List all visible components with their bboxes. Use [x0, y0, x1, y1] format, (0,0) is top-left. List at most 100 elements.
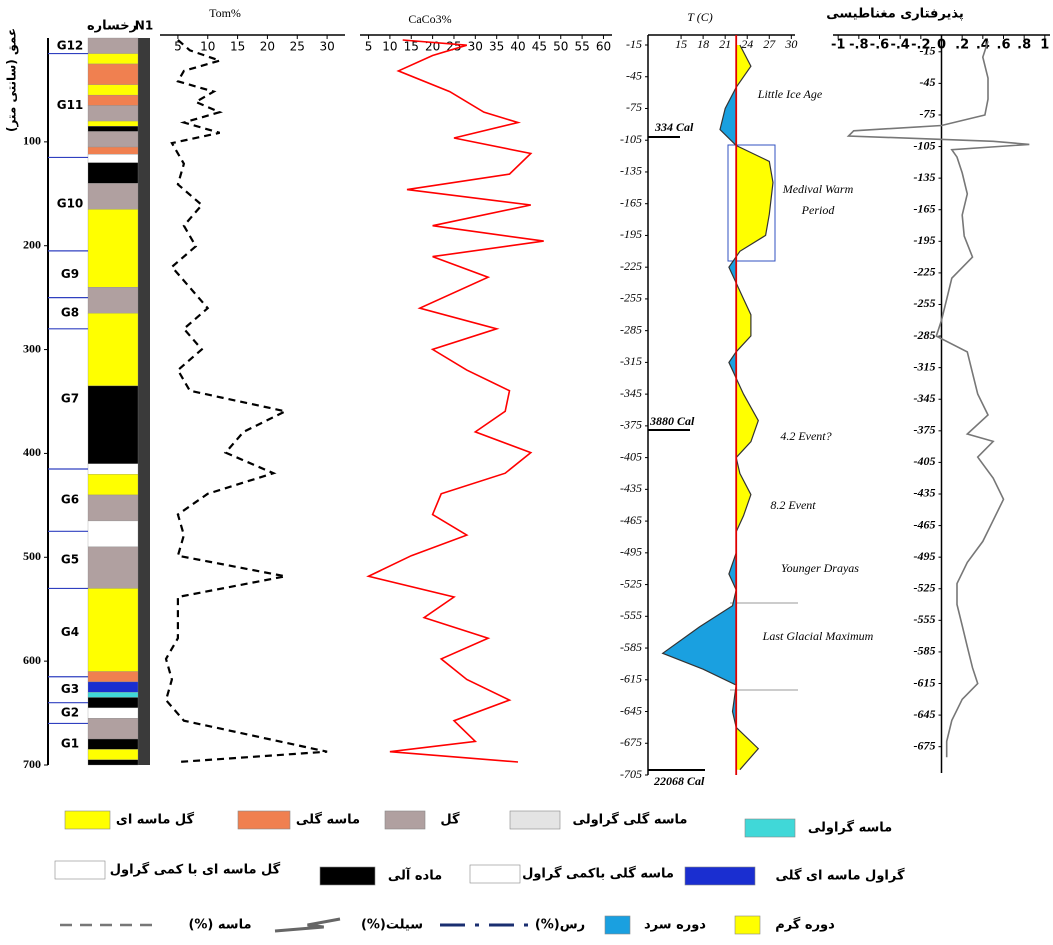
legend-swatch — [745, 819, 795, 837]
unit-label: G8 — [61, 306, 79, 320]
unit-label: G6 — [61, 493, 79, 507]
x-tick-label: -.6 — [870, 38, 889, 53]
unit-label: G12 — [57, 38, 84, 52]
y-tick-label: -375 — [620, 418, 642, 432]
facies-layer — [88, 718, 138, 739]
x-tick-label: 20 — [260, 40, 275, 54]
facies-layer — [88, 106, 138, 122]
facies-layer — [88, 386, 138, 464]
y-tick-label: -165 — [620, 195, 642, 209]
legend-label: گراول ماسه ای گلی — [775, 868, 904, 884]
y-tick-label: -15 — [626, 37, 642, 51]
age-label: 334 Cal — [654, 120, 694, 134]
y-tick-label: -405 — [620, 449, 642, 463]
legend-label: دوره سرد — [644, 918, 706, 933]
figure: عمق (سانتی متر)100200300400500600700G12G… — [0, 0, 1053, 945]
y-tick-label: 200 — [23, 237, 41, 251]
x-tick-label: 10 — [382, 40, 397, 54]
y-tick-label: -585 — [914, 644, 936, 658]
x-tick-label: .2 — [955, 38, 969, 53]
unit-label: G2 — [61, 706, 79, 720]
y-tick-label: -615 — [620, 672, 642, 686]
period-label: Period — [801, 203, 836, 217]
x-tick-label: 10 — [200, 40, 215, 54]
facies-layer — [88, 692, 138, 697]
x-tick-label: 40 — [510, 40, 525, 54]
facies-layer — [88, 287, 138, 313]
y-tick-label: -465 — [914, 517, 936, 531]
period-label: 8.2 Event — [770, 498, 816, 512]
y-tick-label: -435 — [620, 481, 642, 495]
period-label: Younger Drayas — [781, 561, 859, 575]
chart-title: T (C) — [687, 10, 712, 24]
legend-swatch — [685, 867, 755, 885]
legend-label: ماسه گلی باکمی گراول — [522, 866, 674, 882]
facies-layer — [88, 64, 138, 85]
unit-label: G9 — [61, 267, 79, 281]
legend-label: گل ماسه ای با کمی گراول — [110, 862, 281, 878]
y-tick-label: 700 — [23, 757, 41, 771]
x-tick-label: -.8 — [849, 38, 868, 53]
y-tick-label: -225 — [620, 259, 642, 273]
y-tick-label: -105 — [914, 138, 936, 152]
y-tick-label: -675 — [914, 738, 936, 752]
y-tick-label: 600 — [23, 653, 41, 667]
y-tick-label: -15 — [920, 44, 936, 58]
y-tick-label: -645 — [914, 707, 936, 721]
x-tick-label: 50 — [553, 40, 568, 54]
facies-layer — [88, 313, 138, 386]
legend-swatch — [238, 811, 290, 829]
facies-layer — [88, 474, 138, 495]
chart-title: CaCo3% — [408, 12, 451, 26]
legend-swatch — [55, 861, 105, 879]
facies-layer — [88, 95, 138, 105]
legend-label: ماسه گراولی — [808, 820, 892, 836]
facies-layer — [88, 760, 138, 765]
legend-swatch — [735, 916, 760, 934]
legend-label: سیلت(%) — [361, 918, 423, 933]
legend-swatch — [510, 811, 560, 829]
legend-swatch — [320, 867, 375, 885]
facies-layer — [88, 147, 138, 154]
unit-label: G11 — [57, 98, 84, 112]
y-tick-label: -105 — [620, 132, 642, 146]
x-tick-label: .4 — [976, 38, 990, 53]
x-tick-label: 24 — [741, 37, 753, 51]
facies-layer — [88, 708, 138, 718]
y-tick-label: -285 — [914, 328, 936, 342]
facies-layer — [88, 163, 138, 184]
facies-layer — [88, 588, 138, 671]
facies-layer — [88, 682, 138, 692]
y-tick-label: -255 — [620, 291, 642, 305]
y-tick-label: -675 — [620, 735, 642, 749]
y-tick-label: -135 — [620, 164, 642, 178]
legend-label: ماده آلی — [388, 867, 442, 884]
y-tick-label: -45 — [920, 75, 936, 89]
facies-layer — [88, 749, 138, 759]
y-tick-label: -195 — [914, 233, 936, 247]
x-tick-label: 27 — [763, 37, 776, 51]
facies-layer — [88, 183, 138, 209]
y-tick-label: -615 — [914, 675, 936, 689]
x-tick-label: 15 — [675, 37, 687, 51]
x-tick-label: -.4 — [890, 38, 909, 53]
y-tick-label: -255 — [914, 296, 936, 310]
chart-title: پذیرفتاری مغناطیسی — [826, 7, 964, 22]
legend-swatch — [65, 811, 110, 829]
column-title: N1 — [135, 19, 153, 33]
legend-label: گل — [440, 812, 460, 828]
facies-layer — [88, 209, 138, 287]
facies-layer — [88, 547, 138, 589]
y-tick-label: -645 — [620, 703, 642, 717]
facies-layer — [88, 54, 138, 64]
y-tick-label: -705 — [620, 767, 642, 781]
unit-label: G7 — [61, 391, 79, 405]
x-tick-label: 1 — [1040, 38, 1049, 53]
facies-layer — [88, 126, 138, 131]
legend-label: دوره گرم — [775, 917, 835, 933]
y-tick-label: -315 — [620, 354, 642, 368]
y-tick-label: 400 — [23, 445, 41, 459]
y-tick-label: -585 — [620, 640, 642, 654]
legend-label: رس(%) — [535, 918, 585, 933]
x-tick-label: 25 — [290, 40, 305, 54]
